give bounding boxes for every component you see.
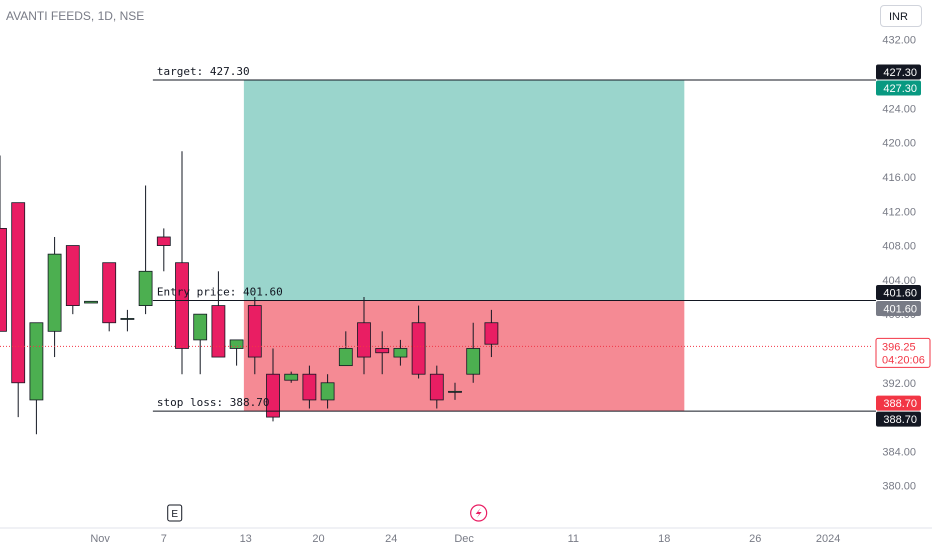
x-tick-label: 18 [658, 533, 670, 545]
price-tags: 427.30 427.30 401.60 401.60 388.70 388.70 396.… [875, 64, 931, 427]
candlestick-series [0, 151, 499, 435]
lightning-icon [475, 508, 482, 518]
candle-body [175, 262, 189, 349]
candle-body [484, 322, 499, 345]
bar-countdown: 04:20:06 [882, 354, 925, 366]
x-tick-label: 2024 [816, 533, 840, 545]
candle-body [266, 373, 280, 418]
entry-price-label: Entry price: 401.60 [157, 285, 283, 298]
position-lines [0, 79, 876, 412]
current-price-tag [875, 337, 931, 368]
candle-body [320, 382, 335, 401]
x-tick-label: Dec [454, 533, 474, 545]
loss-zone[interactable] [243, 300, 685, 412]
candle-body [247, 305, 262, 358]
candle-body [65, 245, 80, 306]
current-price-value: 396.25 [882, 341, 916, 353]
candle-body [156, 236, 171, 246]
x-tick-label: 7 [161, 533, 167, 545]
x-tick-label: 11 [568, 533, 579, 545]
symbol-title: AVANTI FEEDS, 1D, NSE [6, 9, 144, 23]
candle-body [0, 228, 7, 332]
price-tag [876, 80, 921, 96]
y-tick-label: 392.00 [882, 378, 916, 390]
candle-body [429, 373, 444, 401]
currency-button[interactable]: INR [880, 5, 922, 27]
price-tag [876, 64, 921, 80]
candle-body [11, 202, 26, 384]
y-tick-label: 384.00 [882, 446, 916, 458]
candle-body [284, 373, 299, 381]
candle-body [138, 270, 153, 306]
x-tick-label: 24 [385, 533, 397, 545]
candle-body [448, 390, 462, 393]
time-axis[interactable]: 3Nov7132024Dec1118262024 [0, 527, 932, 545]
y-tick-label: 432.00 [882, 35, 916, 47]
y-tick-label: 416.00 [882, 172, 916, 184]
price-tag-label: 427.30 [883, 83, 917, 95]
candle-body [229, 339, 244, 349]
price-tag-label: 388.70 [883, 414, 917, 426]
y-tick-label: 408.00 [882, 241, 916, 253]
candle-body [29, 322, 44, 401]
price-tag [876, 395, 921, 411]
price-tag-label: 401.60 [883, 287, 917, 299]
y-tick-label: 412.00 [882, 206, 916, 218]
earnings-marker-label: E [171, 509, 178, 520]
earnings-marker[interactable] [167, 504, 183, 522]
candle-body [357, 322, 371, 358]
candle-body [338, 348, 353, 367]
y-tick-label: 420.00 [882, 138, 916, 150]
candle-body [47, 253, 62, 332]
candle-body [466, 348, 481, 375]
candle-body [393, 348, 408, 358]
candle-body [411, 322, 426, 375]
y-tick-label: 404.00 [882, 275, 916, 287]
profit-zone[interactable] [243, 80, 685, 301]
y-tick-label: 424.00 [882, 103, 916, 115]
candle-body [302, 373, 317, 401]
candle-body [84, 300, 98, 304]
x-tick-label: 13 [240, 533, 252, 545]
candle-body [193, 313, 208, 341]
stop-loss-label: stop loss: 388.70 [157, 396, 270, 409]
candle-body [102, 262, 117, 324]
x-tick-label: 20 [312, 533, 324, 545]
position-tool[interactable] [243, 80, 685, 412]
x-tick-label: 26 [749, 533, 761, 545]
price-tag [876, 411, 921, 427]
price-tag [876, 300, 921, 316]
price-tag [876, 284, 921, 300]
candle-body [211, 305, 226, 358]
candle-body [375, 348, 390, 354]
price-tag-label: 401.60 [883, 303, 917, 315]
y-tick-label: 380.00 [882, 481, 916, 493]
price-tag-label: 427.30 [883, 67, 917, 79]
target-label: target: 427.30 [157, 65, 250, 78]
candle-body [120, 318, 135, 320]
event-markers[interactable]: E [167, 504, 488, 522]
price-tag-label: 388.70 [883, 398, 917, 410]
x-tick-label: Nov [90, 533, 110, 545]
